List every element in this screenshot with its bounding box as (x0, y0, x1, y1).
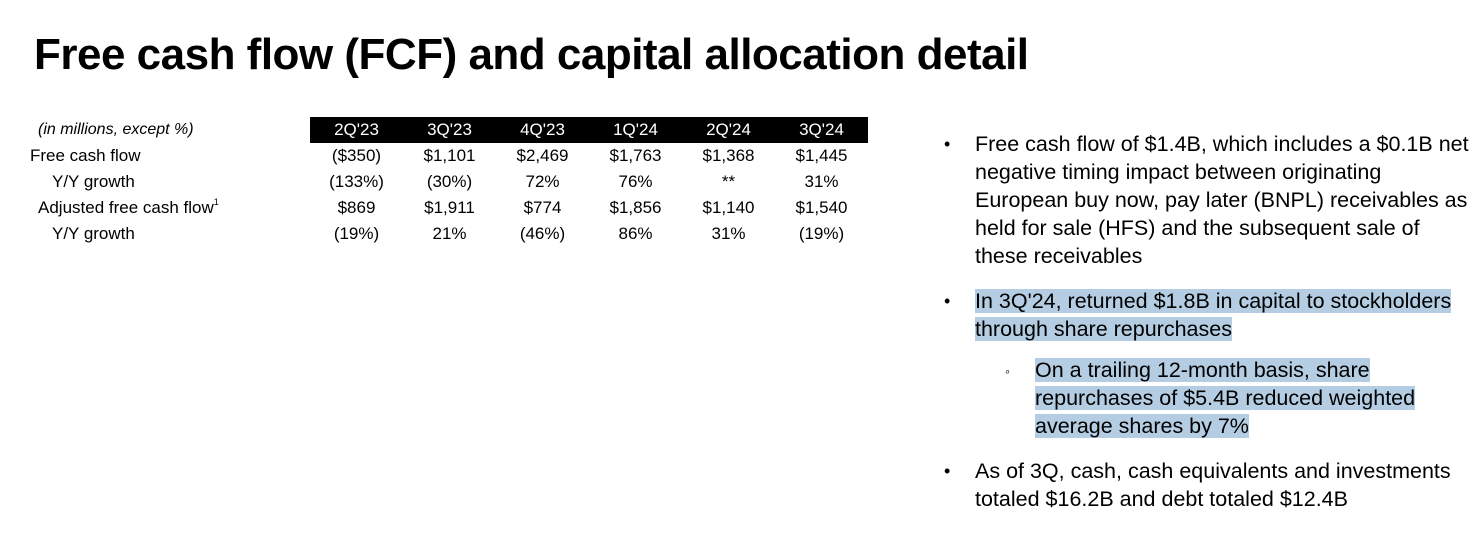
bullet-dot-icon: • (944, 291, 951, 311)
table-cell: 86% (618, 224, 653, 243)
table-cell: 76% (618, 172, 653, 191)
table-cell: ($350) (331, 146, 382, 165)
period-header: 4Q'23 (496, 117, 589, 143)
table-cell: $869 (337, 198, 376, 217)
sub-bullet-text-highlighted[interactable]: On a trailing 12-month basis, share repu… (1035, 358, 1416, 438)
fcf-table: (in millions, except %) 2Q'23 3Q'23 4Q'2… (30, 117, 868, 247)
table-cell: $1,763 (609, 146, 662, 165)
bullet-text: As of 3Q, cash, cash equivalents and inv… (975, 459, 1451, 511)
table-cell: $1,140 (702, 198, 755, 217)
bullet-item: • Free cash flow of $1.4B, which include… (940, 130, 1470, 270)
period-header: 3Q'23 (403, 117, 496, 143)
table-cell: 31% (804, 172, 839, 191)
row-label-free-cash-flow: Free cash flow (30, 146, 141, 165)
hollow-bullet-icon: ◦ (1005, 363, 1010, 379)
table-row: Y/Y growth (19%) 21% (46%) 86% 31% (19%) (30, 221, 868, 247)
table-cell: $1,445 (795, 146, 848, 165)
row-label-text: Adjusted free cash flow (38, 198, 214, 217)
bullet-dot-icon: • (944, 134, 951, 154)
table-cell: $2,469 (516, 146, 569, 165)
table-cell: (19%) (333, 224, 380, 243)
sub-bullet-item: ◦ On a trailing 12-month basis, share re… (940, 356, 1470, 440)
bullet-dot-icon: • (944, 461, 951, 481)
table-cell: (46%) (519, 224, 566, 243)
period-header: 3Q'24 (775, 117, 868, 143)
table-cell: ** (721, 172, 736, 191)
table-cell: $1,856 (609, 198, 662, 217)
table-cell: (133%) (329, 172, 384, 191)
table-cell: $1,540 (795, 198, 848, 217)
table-cell: $1,101 (423, 146, 476, 165)
table-cell: 72% (525, 172, 560, 191)
page-title: Free cash flow (FCF) and capital allocat… (34, 30, 1029, 79)
table-cell: 31% (711, 224, 746, 243)
table-corner-label: (in millions, except %) (38, 121, 194, 138)
period-header: 2Q'23 (310, 117, 403, 143)
table-cell: (19%) (798, 224, 845, 243)
period-header: 1Q'24 (589, 117, 682, 143)
table-row: Adjusted free cash flow1 $869 $1,911 $77… (30, 195, 868, 221)
bullet-list: • Free cash flow of $1.4B, which include… (940, 130, 1470, 530)
bullet-item: • In 3Q'24, returned $1.8B in capital to… (940, 287, 1470, 343)
table-cell: 21% (432, 224, 467, 243)
table-header-row: (in millions, except %) 2Q'23 3Q'23 4Q'2… (30, 117, 868, 143)
bullet-item: • As of 3Q, cash, cash equivalents and i… (940, 457, 1470, 513)
table-row: Free cash flow ($350) $1,101 $2,469 $1,7… (30, 143, 868, 169)
period-header: 2Q'24 (682, 117, 775, 143)
table-cell: (30%) (426, 172, 473, 191)
bullet-text-highlighted[interactable]: In 3Q'24, returned $1.8B in capital to s… (975, 289, 1452, 341)
row-label-adjusted-fcf: Adjusted free cash flow1 (30, 195, 310, 221)
footnote-marker: 1 (213, 197, 219, 207)
table-cell: $1,911 (424, 198, 475, 217)
bullet-text: Free cash flow of $1.4B, which includes … (975, 132, 1469, 268)
table-cell: $1,368 (702, 146, 755, 165)
row-label-yy-growth: Y/Y growth (52, 224, 135, 243)
table-row: Y/Y growth (133%) (30%) 72% 76% ** 31% (30, 169, 868, 195)
table-cell: $774 (523, 198, 562, 217)
row-label-yy-growth: Y/Y growth (52, 172, 135, 191)
